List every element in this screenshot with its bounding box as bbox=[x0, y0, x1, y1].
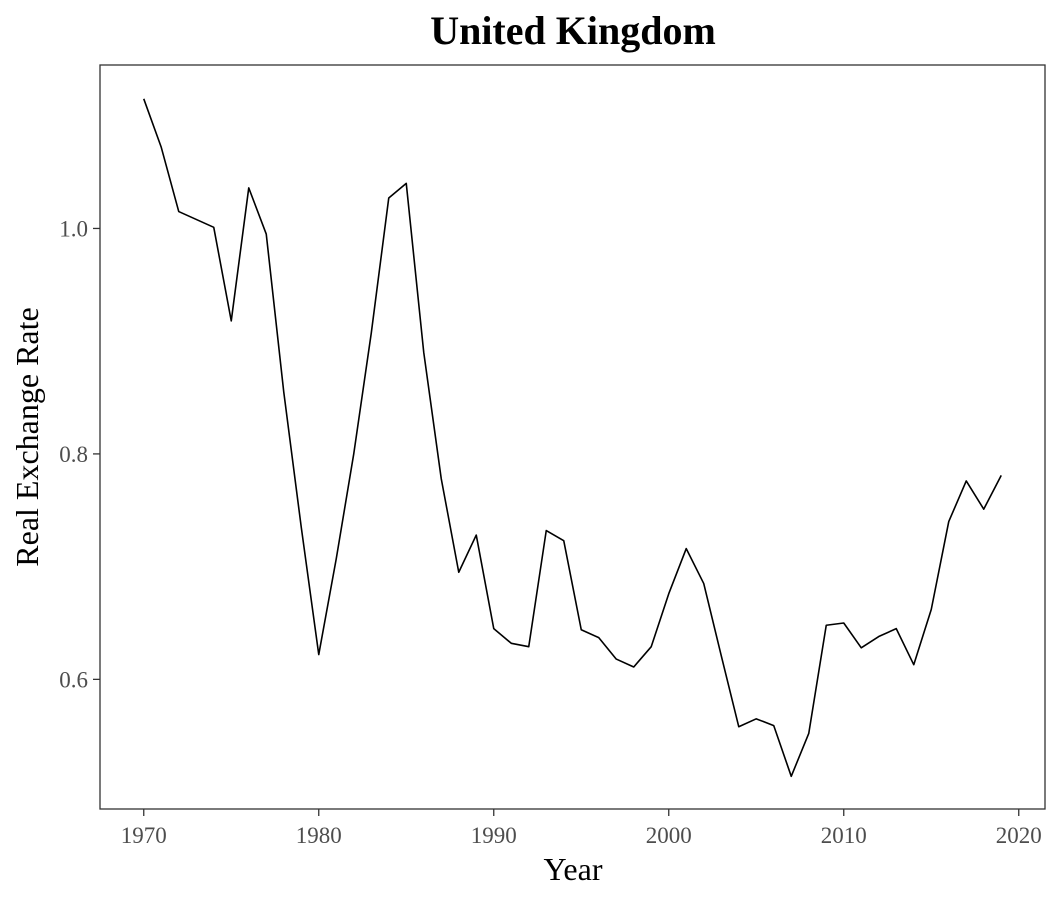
x-tick-label: 2020 bbox=[996, 823, 1042, 848]
y-axis: 0.6 0.8 1.0 bbox=[59, 216, 100, 692]
y-tick-label: 1.0 bbox=[59, 216, 88, 241]
y-axis-title: Real Exchange Rate bbox=[9, 307, 45, 566]
y-tick-label: 0.6 bbox=[59, 667, 88, 692]
x-axis: 1970 1980 1990 2000 2010 2020 bbox=[121, 809, 1042, 848]
x-tick-label: 2000 bbox=[646, 823, 692, 848]
x-tick-label: 1990 bbox=[471, 823, 517, 848]
y-tick-label: 0.8 bbox=[59, 442, 88, 467]
series-line bbox=[142, 98, 1002, 778]
chart-title: United Kingdom bbox=[430, 8, 716, 53]
x-tick-label: 2010 bbox=[821, 823, 867, 848]
x-tick-label: 1980 bbox=[296, 823, 342, 848]
plot-panel bbox=[99, 64, 1046, 810]
x-tick-label: 1970 bbox=[121, 823, 167, 848]
x-axis-title: Year bbox=[544, 851, 603, 887]
